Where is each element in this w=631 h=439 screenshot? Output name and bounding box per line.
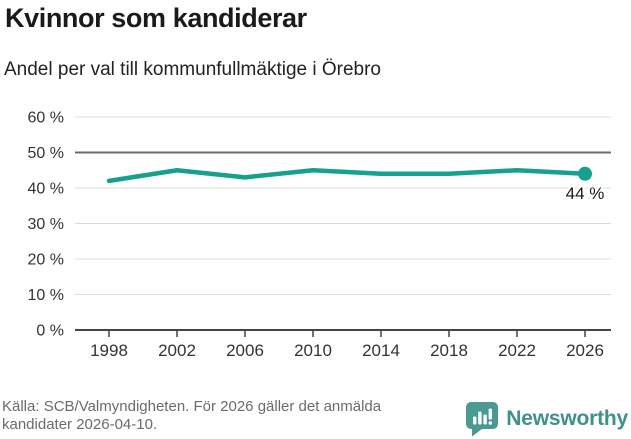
x-tick-label: 2010 — [294, 341, 332, 360]
y-tick-label: 60 % — [28, 110, 64, 127]
y-tick-label: 30 % — [28, 216, 64, 233]
y-tick-label: 10 % — [28, 287, 64, 304]
x-tick-label: 1998 — [90, 341, 128, 360]
source-note-line1: Källa: SCB/Valmyndigheten. För 2026 gäll… — [2, 398, 382, 415]
x-tick-label: 2026 — [566, 341, 604, 360]
y-tick-label: 40 % — [28, 181, 64, 198]
newsworthy-bar-chart-bubble-icon — [466, 402, 499, 437]
x-tick-label: 2018 — [430, 341, 468, 360]
y-tick-label: 0 % — [36, 323, 64, 340]
y-tick-label: 20 % — [28, 252, 64, 269]
x-tick-label: 2022 — [498, 341, 536, 360]
chart-subtitle: Andel per val till kommunfullmäktige i Ö… — [4, 59, 381, 80]
newsworthy-logo[interactable]: Newsworthy — [465, 400, 628, 437]
newsworthy-wordmark: Newsworthy — [506, 406, 628, 430]
x-tick-label: 2002 — [158, 341, 196, 360]
source-note-line2: kandidater 2026-04-10. — [2, 415, 158, 433]
footer: Källa: SCB/Valmyndigheten. För 2026 gäll… — [0, 398, 631, 437]
x-tick-label: 2006 — [226, 341, 264, 360]
x-tick-label: 2014 — [362, 341, 400, 360]
data-line — [106, 168, 588, 184]
y-tick-label: 50 % — [28, 145, 64, 162]
end-value-label: 44 % — [566, 184, 605, 203]
end-point-marker — [578, 166, 592, 181]
source-note: Källa: SCB/Valmyndigheten. För 2026 gäll… — [2, 398, 381, 433]
chart-title: Kvinnor som kandiderar — [5, 3, 307, 33]
line-chart: 0 % 10 % 20 % 30 % 40 % 50 % 60 % 1998 2002 2006 2… — [28, 110, 611, 360]
